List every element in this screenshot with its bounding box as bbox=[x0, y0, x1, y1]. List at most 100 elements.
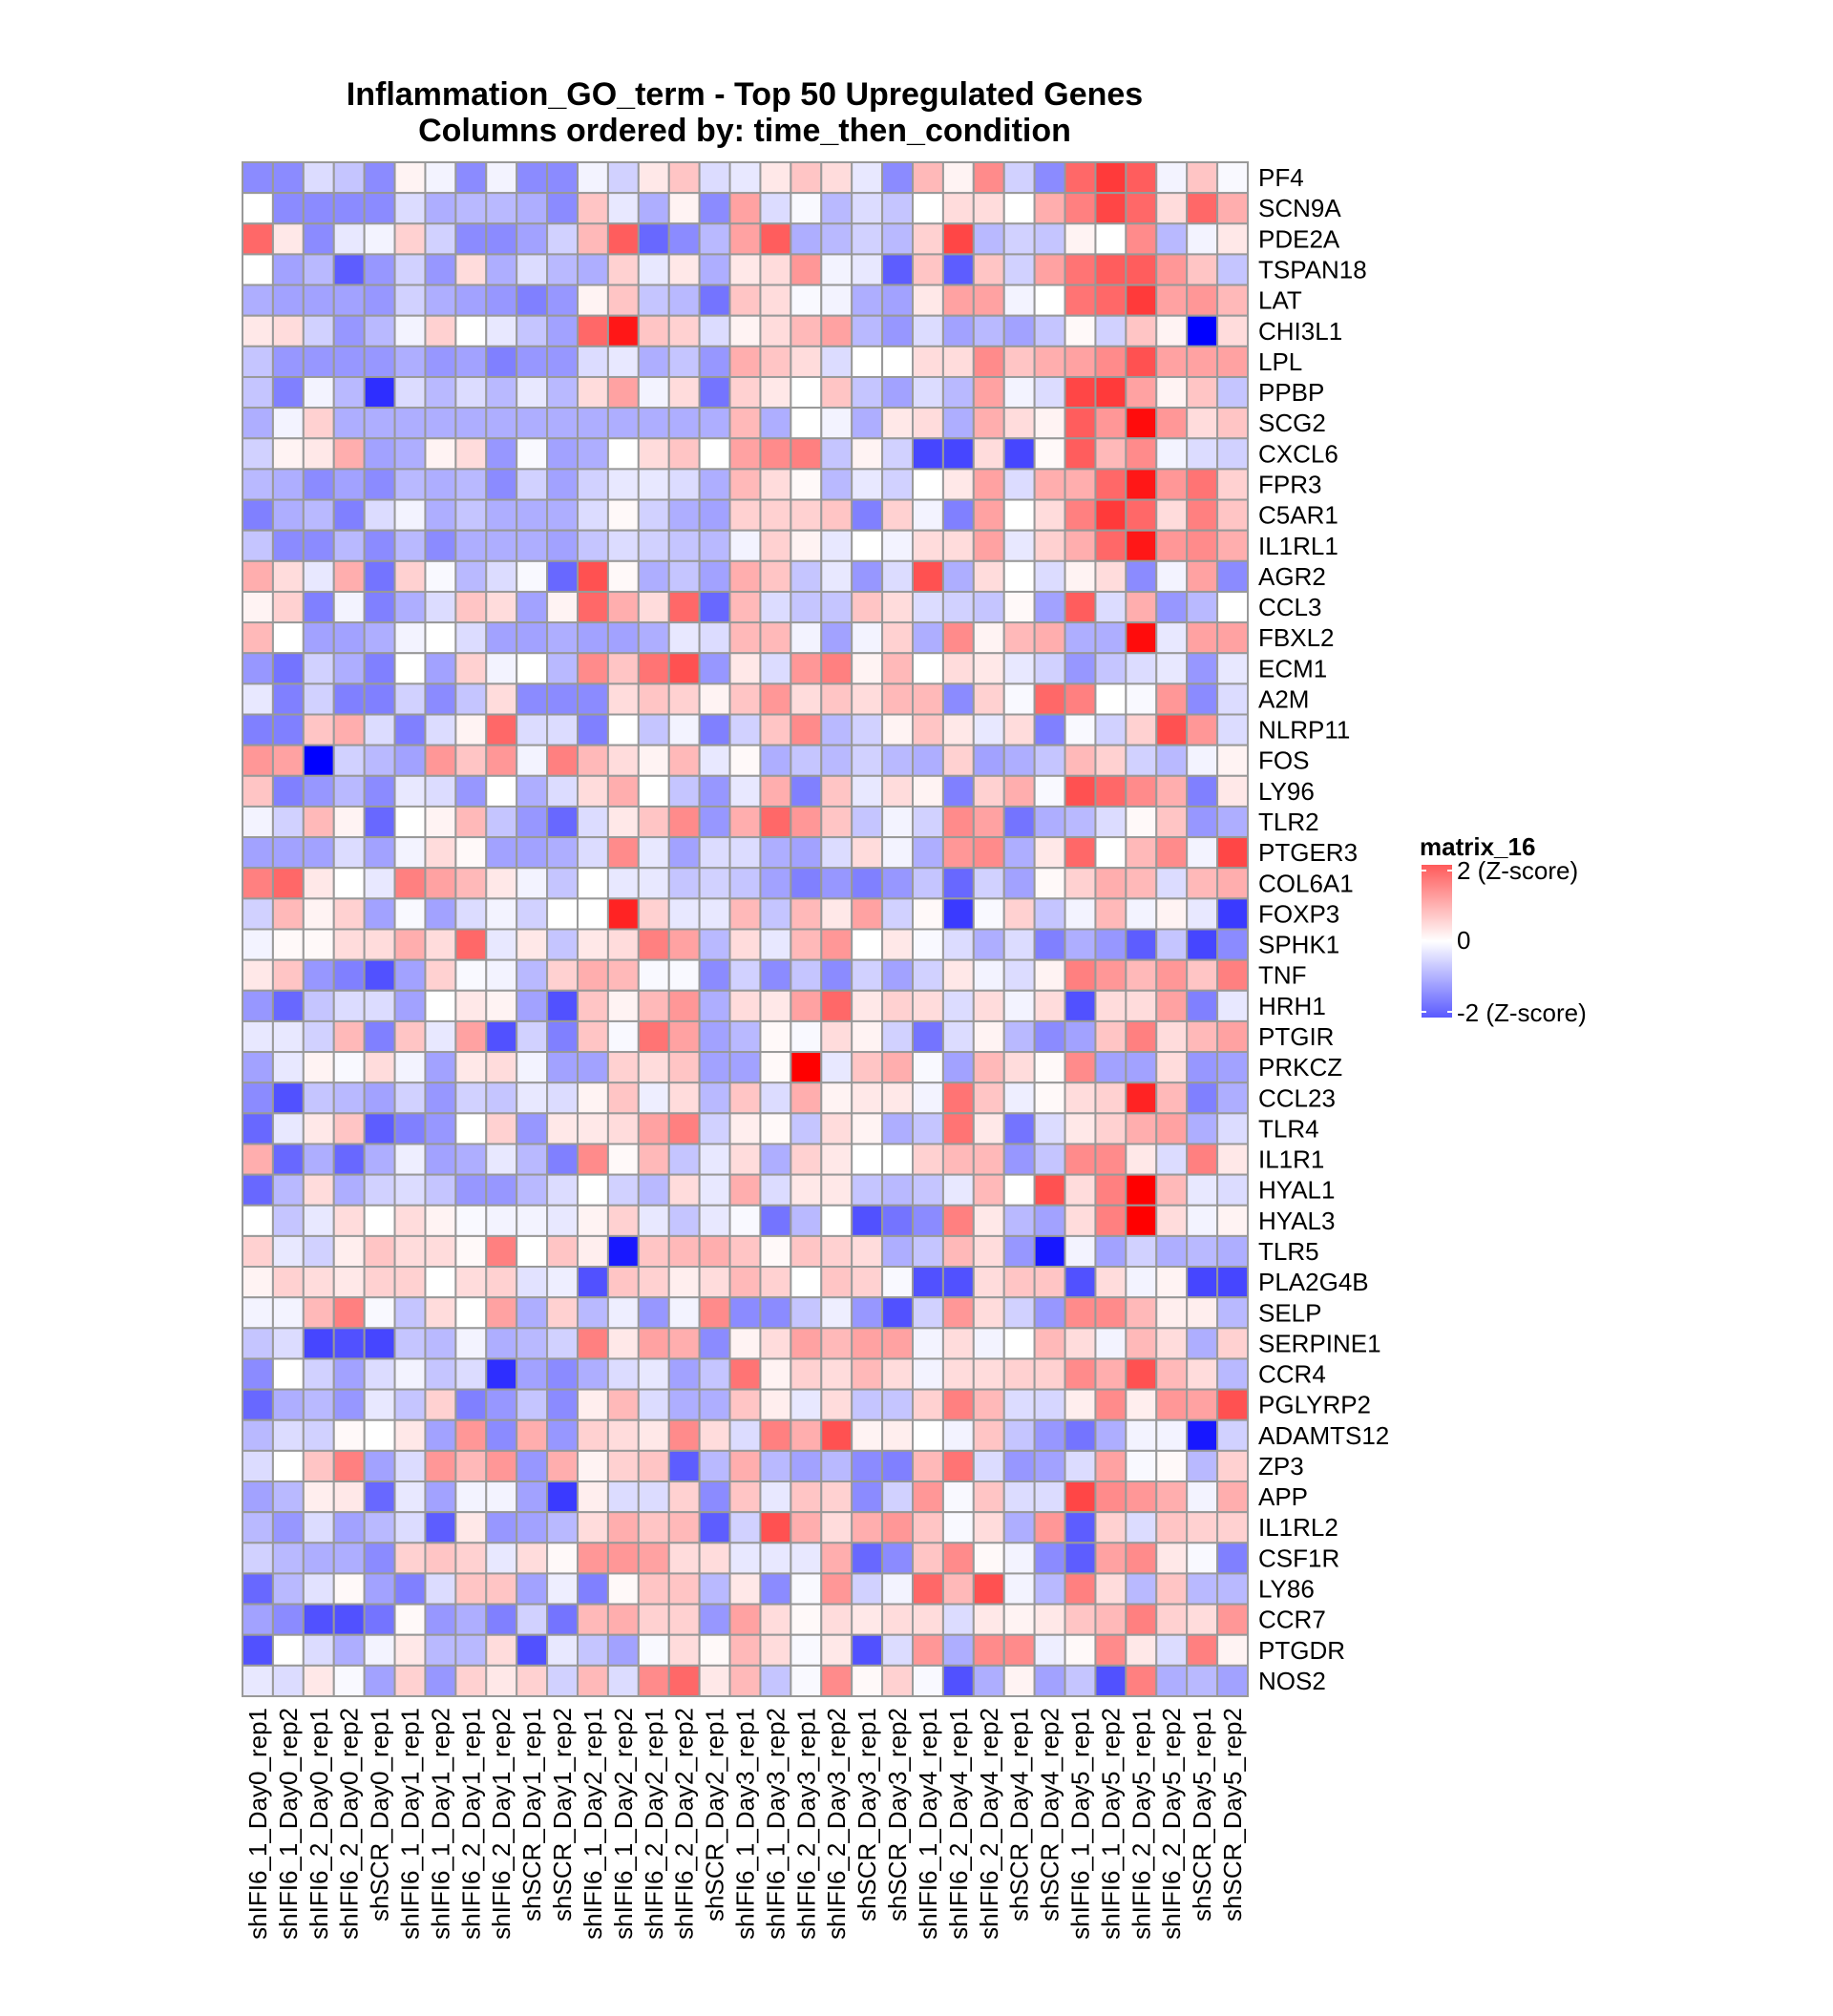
heatmap-cell bbox=[1094, 314, 1127, 347]
heatmap-cell bbox=[1002, 1449, 1036, 1483]
heatmap-cell bbox=[302, 744, 335, 777]
heatmap-cell bbox=[820, 1357, 853, 1391]
heatmap-cell bbox=[577, 1542, 609, 1575]
heatmap-cell bbox=[454, 836, 488, 870]
heatmap-cell bbox=[728, 559, 762, 593]
heatmap-cell bbox=[454, 284, 488, 317]
heatmap-cell bbox=[972, 1480, 1005, 1514]
heatmap-cell bbox=[363, 682, 396, 716]
heatmap-cell bbox=[1094, 375, 1127, 410]
heatmap-cell bbox=[790, 1234, 823, 1269]
heatmap-cell bbox=[1064, 498, 1097, 532]
heatmap-cell bbox=[1064, 1511, 1097, 1544]
heatmap-cell bbox=[1216, 1449, 1250, 1483]
heatmap-cell bbox=[1002, 1266, 1036, 1299]
heatmap-cell bbox=[1033, 1204, 1066, 1237]
heatmap-cell bbox=[912, 345, 944, 378]
heatmap-cell bbox=[606, 1082, 640, 1115]
heatmap-cell bbox=[698, 1204, 731, 1237]
heatmap-cell bbox=[242, 989, 274, 1022]
heatmap-cell bbox=[972, 1234, 1005, 1269]
heatmap-cell bbox=[1186, 1357, 1219, 1391]
heatmap-cell bbox=[546, 928, 579, 961]
heatmap-cell bbox=[667, 1296, 701, 1330]
heatmap-cell bbox=[332, 375, 366, 410]
heatmap-cell bbox=[1216, 529, 1250, 562]
heatmap-cell bbox=[424, 222, 457, 256]
heatmap-cell bbox=[1155, 375, 1189, 410]
heatmap-cell bbox=[1094, 1633, 1127, 1667]
heatmap-cell bbox=[820, 1112, 853, 1145]
heatmap-cell bbox=[485, 621, 518, 655]
heatmap-cell bbox=[242, 222, 274, 256]
heatmap-cell bbox=[271, 1542, 305, 1575]
heatmap-cell bbox=[393, 345, 427, 378]
heatmap-cell bbox=[759, 1480, 792, 1514]
heatmap-cell bbox=[851, 1388, 884, 1421]
heatmap-cell bbox=[363, 161, 396, 195]
heatmap-cell bbox=[485, 1511, 518, 1544]
heatmap-cell bbox=[851, 437, 884, 471]
heatmap-cell bbox=[485, 1418, 518, 1452]
heatmap-cell bbox=[790, 989, 823, 1022]
heatmap-cell bbox=[1155, 253, 1189, 286]
heatmap-cell bbox=[606, 958, 640, 992]
heatmap-cell bbox=[941, 1511, 975, 1544]
heatmap-cell bbox=[546, 1296, 579, 1330]
heatmap-cell bbox=[1033, 314, 1066, 347]
heatmap-cell bbox=[941, 1603, 975, 1636]
heatmap-cell bbox=[1094, 1388, 1127, 1421]
heatmap-cell bbox=[881, 192, 914, 225]
heatmap-cell bbox=[1186, 407, 1219, 440]
heatmap-cell bbox=[698, 375, 731, 410]
heatmap-cell bbox=[516, 1480, 549, 1514]
heatmap-cell bbox=[851, 222, 884, 256]
heatmap-cell bbox=[485, 867, 518, 900]
heatmap-cell bbox=[941, 713, 975, 746]
heatmap-cell bbox=[1094, 713, 1127, 746]
heatmap-cell bbox=[1216, 1511, 1250, 1544]
heatmap-cell bbox=[1002, 1633, 1036, 1667]
heatmap-cell bbox=[1125, 437, 1158, 471]
heatmap-cell bbox=[242, 836, 274, 870]
heatmap-cell bbox=[1002, 407, 1036, 440]
heatmap-cell bbox=[271, 867, 305, 900]
heatmap-cell bbox=[637, 1572, 670, 1606]
heatmap-cell bbox=[242, 468, 274, 501]
heatmap-cell bbox=[1216, 621, 1250, 655]
heatmap-cell bbox=[332, 1542, 366, 1575]
heatmap-cell bbox=[1033, 559, 1066, 593]
heatmap-cell bbox=[302, 867, 335, 900]
heatmap-cell bbox=[881, 1266, 914, 1299]
heatmap-cell bbox=[516, 1542, 549, 1575]
heatmap-cell bbox=[637, 682, 670, 716]
heatmap-cell bbox=[302, 437, 335, 471]
heatmap-cell bbox=[606, 407, 640, 440]
heatmap-cell bbox=[242, 529, 274, 562]
heatmap-cell bbox=[606, 1449, 640, 1483]
heatmap-cell bbox=[637, 1051, 670, 1084]
heatmap-cell bbox=[637, 1019, 670, 1054]
heatmap-cell bbox=[820, 621, 853, 655]
heatmap-cell bbox=[972, 989, 1005, 1022]
heatmap-cell bbox=[1125, 774, 1158, 808]
heatmap-cell bbox=[546, 284, 579, 317]
heatmap-cell bbox=[1064, 559, 1097, 593]
heatmap-cell bbox=[332, 407, 366, 440]
heatmap-cell bbox=[820, 1633, 853, 1667]
heatmap-cell bbox=[1002, 1173, 1036, 1207]
heatmap-cell bbox=[728, 253, 762, 286]
heatmap-cell bbox=[393, 897, 427, 931]
heatmap-cell bbox=[1155, 590, 1189, 624]
heatmap-cell bbox=[363, 867, 396, 900]
heatmap-cell bbox=[912, 590, 944, 624]
heatmap-cell bbox=[242, 1173, 274, 1207]
heatmap-cell bbox=[363, 1388, 396, 1421]
heatmap-cell bbox=[941, 1480, 975, 1514]
heatmap-cell bbox=[1155, 897, 1189, 931]
heatmap-cell bbox=[546, 1418, 579, 1452]
heatmap-cell bbox=[698, 253, 731, 286]
heatmap-cell bbox=[1094, 928, 1127, 961]
heatmap-cell bbox=[1064, 652, 1097, 685]
heatmap-cell bbox=[363, 1143, 396, 1176]
